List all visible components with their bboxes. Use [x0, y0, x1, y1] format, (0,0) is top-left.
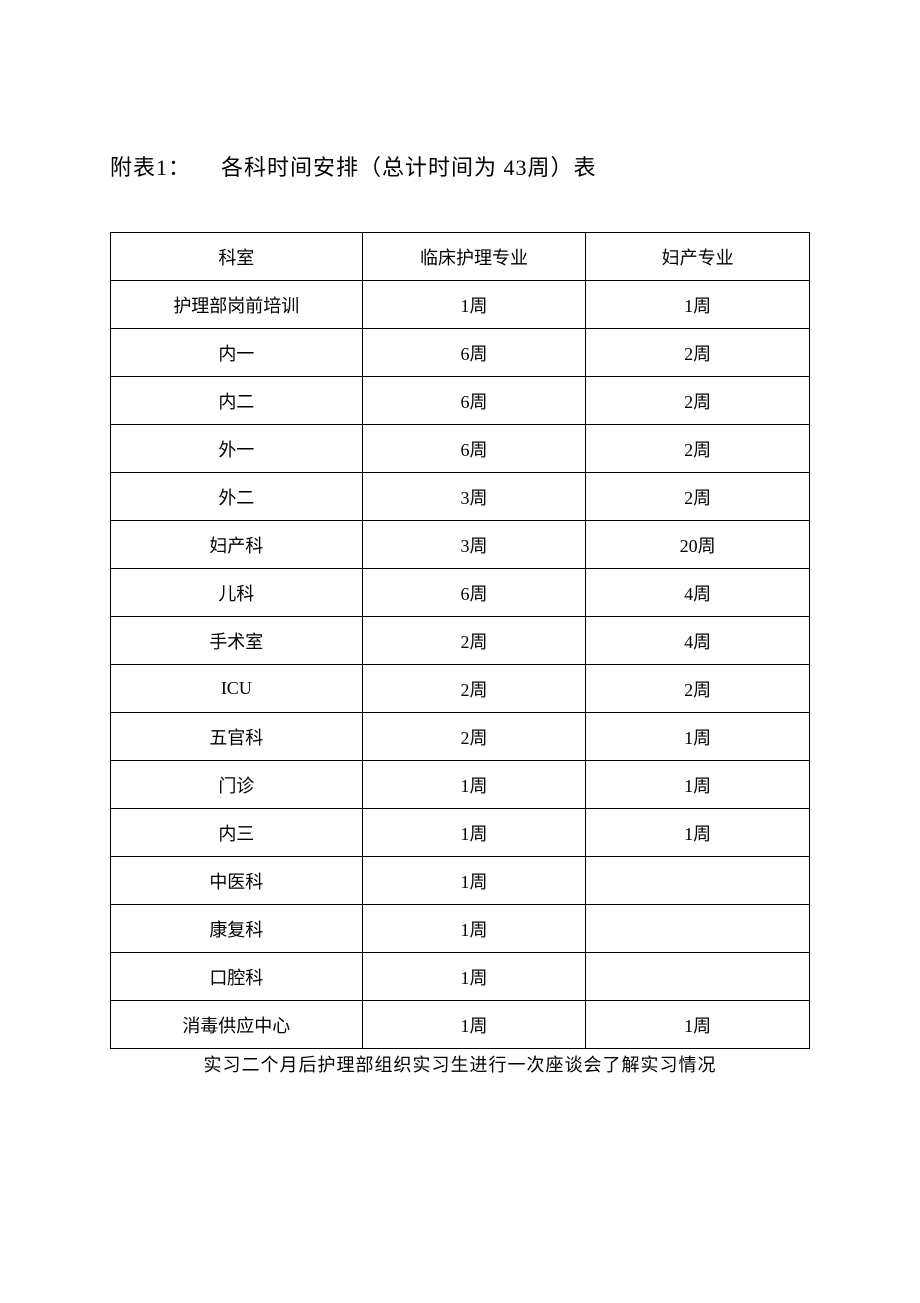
cell-obstetrics: 20周	[586, 521, 810, 569]
cell-obstetrics: 1周	[586, 713, 810, 761]
table-row: 康复科1周	[111, 905, 810, 953]
header-obstetrics: 妇产专业	[586, 233, 810, 281]
cell-clinical: 2周	[362, 617, 586, 665]
cell-clinical: 2周	[362, 713, 586, 761]
table-row: 外一6周2周	[111, 425, 810, 473]
cell-clinical: 3周	[362, 473, 586, 521]
cell-clinical: 2周	[362, 665, 586, 713]
title-label: 附表1：	[110, 155, 191, 180]
cell-department: 儿科	[111, 569, 363, 617]
cell-clinical: 1周	[362, 953, 586, 1001]
table-row: 门诊1周1周	[111, 761, 810, 809]
table-row: 中医科1周	[111, 857, 810, 905]
cell-obstetrics	[586, 953, 810, 1001]
cell-clinical: 3周	[362, 521, 586, 569]
page-title: 附表1： 各科时间安排（总计时间为 43周）表	[110, 150, 810, 182]
cell-clinical: 1周	[362, 809, 586, 857]
cell-clinical: 1周	[362, 1001, 586, 1049]
table-row: 内三1周1周	[111, 809, 810, 857]
cell-obstetrics: 1周	[586, 281, 810, 329]
cell-department: 护理部岗前培训	[111, 281, 363, 329]
cell-obstetrics: 2周	[586, 377, 810, 425]
cell-obstetrics: 1周	[586, 761, 810, 809]
cell-obstetrics: 2周	[586, 425, 810, 473]
table-row: 五官科2周1周	[111, 713, 810, 761]
table-row: 儿科6周4周	[111, 569, 810, 617]
table-row: 内二6周2周	[111, 377, 810, 425]
cell-department: 口腔科	[111, 953, 363, 1001]
table-header-row: 科室 临床护理专业 妇产专业	[111, 233, 810, 281]
cell-department: 内三	[111, 809, 363, 857]
cell-clinical: 1周	[362, 905, 586, 953]
cell-department: 妇产科	[111, 521, 363, 569]
cell-clinical: 6周	[362, 569, 586, 617]
table-body: 护理部岗前培训1周1周 内一6周2周 内二6周2周 外一6周2周 外二3周2周 …	[111, 281, 810, 1049]
table-row: 妇产科3周20周	[111, 521, 810, 569]
table-row: 消毒供应中心1周1周	[111, 1001, 810, 1049]
table-row: ICU2周2周	[111, 665, 810, 713]
cell-department: 康复科	[111, 905, 363, 953]
cell-department: 消毒供应中心	[111, 1001, 363, 1049]
cell-obstetrics: 2周	[586, 665, 810, 713]
schedule-table: 科室 临床护理专业 妇产专业 护理部岗前培训1周1周 内一6周2周 内二6周2周…	[110, 232, 810, 1049]
cell-obstetrics: 2周	[586, 329, 810, 377]
table-row: 外二3周2周	[111, 473, 810, 521]
cell-department: 中医科	[111, 857, 363, 905]
cell-department: 门诊	[111, 761, 363, 809]
header-department: 科室	[111, 233, 363, 281]
cell-department: 内二	[111, 377, 363, 425]
table-row: 护理部岗前培训1周1周	[111, 281, 810, 329]
cell-obstetrics: 1周	[586, 809, 810, 857]
cell-department: ICU	[111, 665, 363, 713]
cell-obstetrics: 4周	[586, 617, 810, 665]
header-clinical: 临床护理专业	[362, 233, 586, 281]
title-text: 各科时间安排（总计时间为 43周）表	[221, 155, 597, 180]
cell-clinical: 1周	[362, 857, 586, 905]
cell-obstetrics	[586, 857, 810, 905]
cell-clinical: 1周	[362, 761, 586, 809]
cell-department: 外二	[111, 473, 363, 521]
footer-note: 实习二个月后护理部组织实习生进行一次座谈会了解实习情况	[110, 1051, 810, 1077]
cell-clinical: 6周	[362, 329, 586, 377]
cell-clinical: 6周	[362, 377, 586, 425]
table-row: 内一6周2周	[111, 329, 810, 377]
cell-obstetrics: 2周	[586, 473, 810, 521]
table-row: 口腔科1周	[111, 953, 810, 1001]
cell-department: 五官科	[111, 713, 363, 761]
cell-department: 内一	[111, 329, 363, 377]
cell-obstetrics: 4周	[586, 569, 810, 617]
cell-obstetrics	[586, 905, 810, 953]
table-row: 手术室2周4周	[111, 617, 810, 665]
cell-obstetrics: 1周	[586, 1001, 810, 1049]
cell-department: 手术室	[111, 617, 363, 665]
cell-clinical: 6周	[362, 425, 586, 473]
cell-clinical: 1周	[362, 281, 586, 329]
cell-department: 外一	[111, 425, 363, 473]
